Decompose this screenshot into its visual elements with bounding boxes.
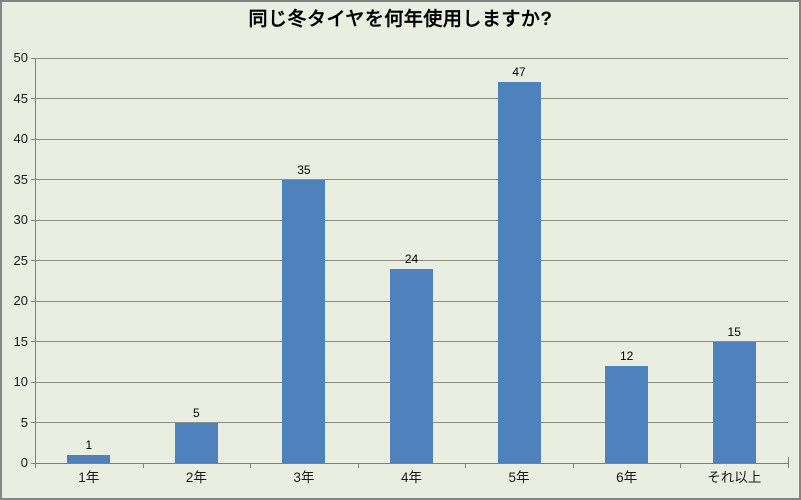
x-axis-category-label: それ以上 xyxy=(707,470,762,485)
y-axis-tick xyxy=(31,179,35,180)
gridline xyxy=(35,57,788,59)
y-axis-label: 15 xyxy=(13,333,28,349)
gridline xyxy=(35,98,788,99)
x-axis xyxy=(35,463,789,464)
x-axis-category-label: 6年 xyxy=(616,470,638,485)
y-axis-label: 50 xyxy=(13,50,28,65)
y-axis-tick xyxy=(31,260,35,261)
bar xyxy=(282,179,326,463)
x-axis-category-label: 5年 xyxy=(508,470,530,485)
y-axis-label: 10 xyxy=(13,374,28,389)
gridline xyxy=(35,179,788,180)
bar xyxy=(67,454,111,463)
bar xyxy=(174,422,218,463)
y-axis-tick xyxy=(31,341,35,342)
y-axis-label: 45 xyxy=(13,90,28,106)
x-axis-tick xyxy=(142,464,144,468)
x-axis-tick xyxy=(572,464,574,468)
bar-value-label: 24 xyxy=(404,251,419,266)
bar-value-label: 15 xyxy=(727,324,741,339)
x-axis-tick xyxy=(35,464,36,468)
gridline xyxy=(35,260,788,261)
y-axis-tick xyxy=(31,381,35,383)
gridline xyxy=(35,219,788,221)
bar-value-label: 1 xyxy=(85,437,93,452)
x-axis-category-label: 3年 xyxy=(293,470,315,485)
bar xyxy=(390,268,433,463)
x-axis-end-tick xyxy=(788,457,789,463)
y-axis-tick xyxy=(31,462,35,464)
y-axis-tick xyxy=(31,300,35,302)
x-axis-category-label: 2年 xyxy=(185,470,207,485)
y-axis-tick xyxy=(31,422,35,423)
y-axis-label: 25 xyxy=(13,252,28,268)
x-axis-tick xyxy=(680,464,682,468)
y-axis-tick xyxy=(31,98,35,99)
chart-title: 同じ冬タイヤを何年使用しますか? xyxy=(248,9,553,30)
y-axis-label: 5 xyxy=(20,414,28,430)
y-axis-label: 40 xyxy=(13,131,28,146)
bar-value-label: 35 xyxy=(297,162,311,177)
y-axis-tick xyxy=(31,219,35,221)
gridline xyxy=(35,138,788,140)
y-axis-label: 35 xyxy=(13,171,28,187)
x-axis-tick xyxy=(465,464,467,468)
y-axis-tick xyxy=(31,138,35,140)
x-axis-category-label: 1年 xyxy=(78,470,100,485)
bar-value-label: 5 xyxy=(193,405,200,420)
x-axis-category-label: 4年 xyxy=(400,470,422,485)
x-axis-tick xyxy=(250,464,252,468)
x-axis-tick xyxy=(788,464,789,468)
bar-value-label: 47 xyxy=(512,65,526,80)
y-axis-label: 20 xyxy=(13,293,28,308)
y-axis-label: 0 xyxy=(20,455,28,470)
bar xyxy=(605,365,649,463)
x-axis-tick xyxy=(357,464,359,468)
y-axis-label: 30 xyxy=(13,212,28,227)
bar-value-label: 12 xyxy=(619,348,634,363)
y-axis xyxy=(35,58,36,463)
bar xyxy=(497,82,541,463)
bar xyxy=(712,341,756,463)
y-axis-tick xyxy=(31,57,35,59)
